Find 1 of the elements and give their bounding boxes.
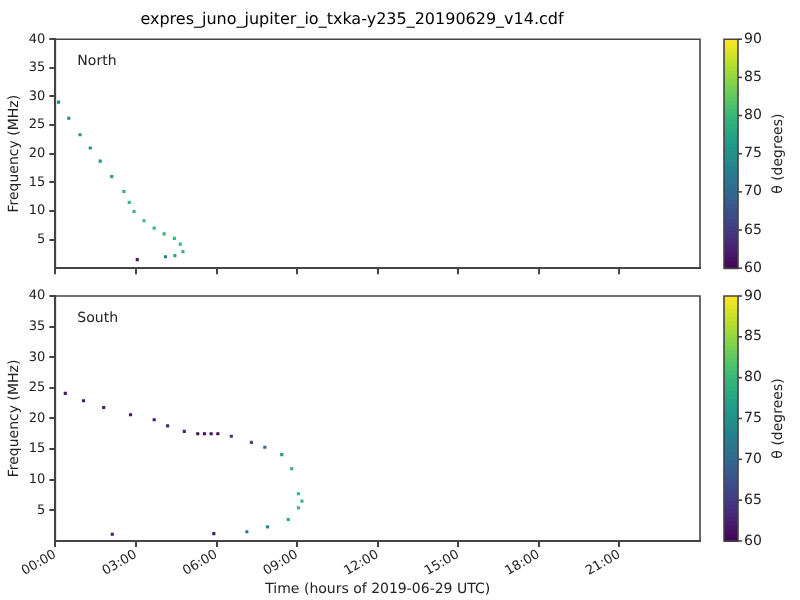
chart-title: expres_juno_jupiter_io_txka-y235_20190629_v14.cdf xyxy=(140,9,564,28)
